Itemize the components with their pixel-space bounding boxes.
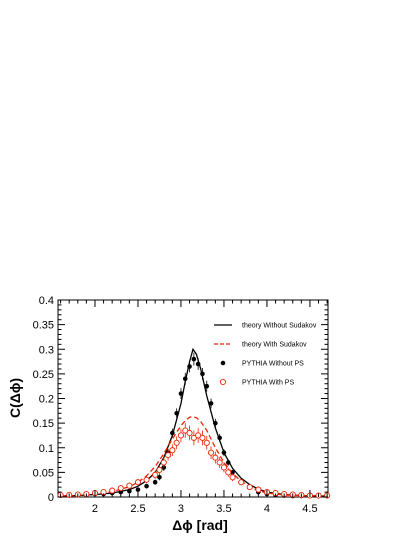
data-point-pythia-without-ps [135, 487, 141, 492]
y-tick-label: 0.35 [33, 320, 54, 332]
data-point-pythia-without-ps [178, 391, 184, 396]
data-point-pythia-with-ps [238, 479, 245, 486]
y-axis-label: C(Δϕ) [7, 378, 23, 418]
data-point-pythia-without-ps [191, 356, 197, 362]
y-tick-label: 0.05 [33, 467, 54, 479]
data-point-pythia-with-ps [220, 464, 228, 471]
x-axis-label: Δϕ [rad] [172, 517, 228, 533]
y-tick-label: 0.25 [33, 369, 54, 381]
legend-label: PYTHIA With PS [242, 380, 294, 387]
data-point-pythia-with-ps [156, 466, 163, 473]
x-tick-label: 4 [264, 503, 270, 515]
x-tick-label: 4.5 [302, 503, 317, 515]
data-point-pythia-without-ps [187, 364, 192, 369]
data-point-pythia-with-ps [173, 439, 180, 446]
y-axis-ticks: 0 0.05 0.1 0.15 0.2 0.25 0.3 0.35 0.4 [33, 295, 328, 504]
y-tick-label: 0.3 [39, 344, 54, 356]
data-point-pythia-without-ps [144, 483, 149, 489]
data-point-pythia-with-ps [229, 474, 236, 481]
data-point-pythia-without-ps [208, 401, 214, 406]
data-point-pythia-with-ps [255, 486, 262, 493]
x-tick-label: 3.5 [216, 503, 231, 515]
y-tick-label: 0.4 [39, 295, 54, 307]
data-point-pythia-with-ps [208, 449, 215, 456]
x-tick-label: 3 [178, 503, 184, 515]
data-point-pythia-without-ps [213, 420, 218, 426]
legend-swatch [219, 378, 227, 386]
legend-label: theory With Sudakov [242, 342, 307, 349]
plot-frame [57, 299, 329, 498]
data-point-pythia-with-ps [134, 479, 142, 486]
data-point-pythia-with-ps [117, 485, 124, 492]
data-point-pythia-with-ps [165, 452, 172, 459]
x-axis-ticks: 2 2.5 3 3.5 4 4.5 [60, 300, 328, 515]
data-point-pythia-with-ps [212, 454, 219, 461]
y-tick-label: 0.2 [39, 394, 54, 406]
chart-marks [57, 347, 331, 499]
data-point-pythia-with-ps [169, 447, 176, 454]
data-point-pythia-without-ps [225, 460, 231, 465]
data-point-pythia-without-ps [204, 383, 210, 389]
data-point-pythia-with-ps [199, 434, 206, 441]
data-point-pythia-without-ps [157, 475, 162, 480]
series-line-theory-without-sudakov [60, 347, 328, 497]
y-tick-label: 0 [48, 492, 54, 504]
legend: theory Without Sudakov theory With Sudako… [214, 323, 317, 387]
x-tick-label: 2.5 [130, 503, 145, 515]
data-point-pythia-with-ps [203, 439, 210, 446]
data-point-pythia-without-ps [152, 479, 158, 485]
data-point-pythia-with-ps [152, 471, 159, 478]
x-tick-label: 2 [92, 503, 98, 515]
data-point-pythia-with-ps [186, 429, 193, 437]
legend-label: theory Without Sudakov [242, 323, 317, 330]
data-point-pythia-without-ps [217, 435, 222, 441]
data-point-pythia-with-ps [177, 432, 185, 439]
data-point-pythia-with-ps [109, 487, 116, 494]
data-point-pythia-without-ps [182, 376, 188, 382]
data-point-pythia-without-ps [221, 450, 227, 455]
data-point-pythia-without-ps [174, 410, 179, 416]
data-point-pythia-with-ps [160, 459, 167, 466]
y-tick-label: 0.15 [33, 418, 54, 430]
legend-swatch [220, 360, 226, 366]
data-point-pythia-with-ps [216, 459, 223, 466]
data-point-pythia-with-ps [126, 482, 133, 489]
data-point-pythia-with-ps [225, 469, 232, 476]
series-line-theory-with-sudakov [60, 416, 328, 497]
y-tick-label: 0.1 [39, 443, 54, 455]
data-point-pythia-without-ps [170, 430, 175, 436]
data-point-pythia-without-ps [195, 361, 201, 367]
data-point-pythia-without-ps [127, 488, 132, 494]
data-point-pythia-with-ps [246, 484, 253, 491]
data-point-pythia-without-ps [200, 371, 205, 377]
data-point-pythia-with-ps [143, 476, 150, 483]
data-point-pythia-without-ps [230, 470, 235, 475]
legend-label: PYTHIA Without PS [242, 361, 304, 368]
